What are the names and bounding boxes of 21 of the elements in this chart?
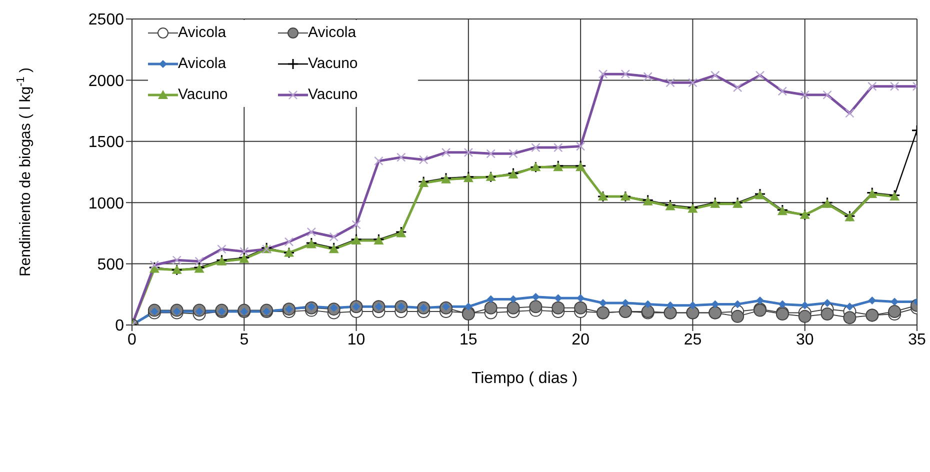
x-tick-label: 0 <box>128 331 137 348</box>
x-tick-label: 5 <box>240 331 249 348</box>
y-tick-label: 500 <box>97 256 124 274</box>
legend-label: Avicola <box>308 24 356 41</box>
x-tick-label: 15 <box>460 331 478 348</box>
y-tick-label: 0 <box>115 318 124 335</box>
legend-label: Vacuno <box>308 55 358 72</box>
y-tick-label: 2500 <box>88 12 124 29</box>
y-tick-label: 1500 <box>88 134 124 152</box>
x-tick-label: 25 <box>684 331 702 348</box>
x-tick-label: 30 <box>796 331 814 348</box>
y-tick-label: 2000 <box>88 72 124 90</box>
legend-label: Vacuno <box>178 86 228 103</box>
y-tick-label: 1000 <box>88 195 124 212</box>
legend-label: Avicola <box>178 55 226 72</box>
legend-label: Vacuno <box>308 86 358 103</box>
x-tick-label: 20 <box>572 331 590 348</box>
legend-label: Avicola <box>178 24 226 41</box>
x-tick-label: 10 <box>347 331 366 348</box>
x-tick-label: 35 <box>908 331 926 348</box>
x-axis-title: Tiempo ( dias ) <box>471 370 578 387</box>
